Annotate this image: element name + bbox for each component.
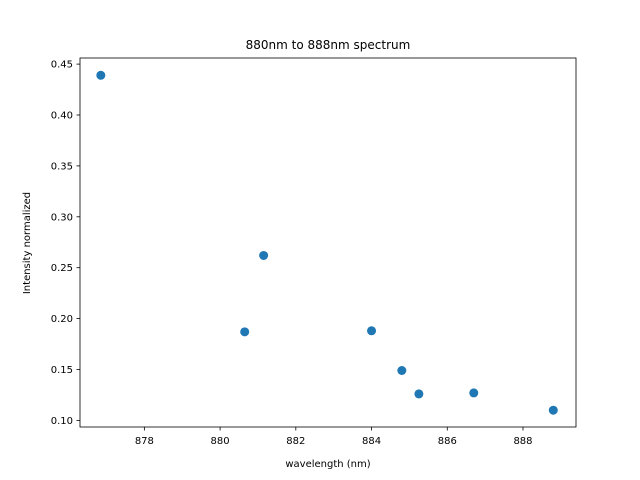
axes-frame bbox=[79, 57, 577, 428]
y-tick-label: 0.40 bbox=[51, 111, 73, 122]
x-tick-label: 882 bbox=[286, 436, 305, 447]
data-point bbox=[96, 70, 106, 80]
x-tick-label: 880 bbox=[211, 436, 230, 447]
x-tick-label: 878 bbox=[135, 436, 154, 447]
x-axis-ticks: 878 880 882 884 886 888 bbox=[135, 427, 533, 447]
plot-area bbox=[96, 70, 558, 415]
x-tick-label: 888 bbox=[513, 436, 532, 447]
y-tick-label: 0.25 bbox=[51, 263, 73, 274]
data-point bbox=[469, 388, 479, 398]
y-tick-label: 0.30 bbox=[51, 212, 73, 223]
y-tick-label: 0.10 bbox=[51, 416, 73, 427]
data-point bbox=[414, 389, 424, 399]
x-axis-label: wavelength (nm) bbox=[285, 459, 370, 470]
x-tick-label: 884 bbox=[362, 436, 381, 447]
y-axis-label: Intensity normalized bbox=[22, 192, 33, 294]
y-tick-label: 0.15 bbox=[51, 365, 73, 376]
y-tick-label: 0.35 bbox=[51, 161, 73, 172]
y-tick-label: 0.45 bbox=[51, 60, 73, 71]
y-axis-ticks: 0.10 0.15 0.20 0.25 0.30 0.35 0.40 0.45 bbox=[51, 60, 80, 427]
data-point bbox=[397, 366, 407, 376]
data-point bbox=[367, 326, 377, 336]
data-point bbox=[259, 250, 269, 260]
y-tick-label: 0.20 bbox=[51, 314, 73, 325]
data-point bbox=[548, 405, 558, 415]
x-tick-label: 886 bbox=[438, 436, 457, 447]
chart-title: 880nm to 888nm spectrum bbox=[246, 38, 411, 52]
data-point bbox=[240, 327, 250, 337]
